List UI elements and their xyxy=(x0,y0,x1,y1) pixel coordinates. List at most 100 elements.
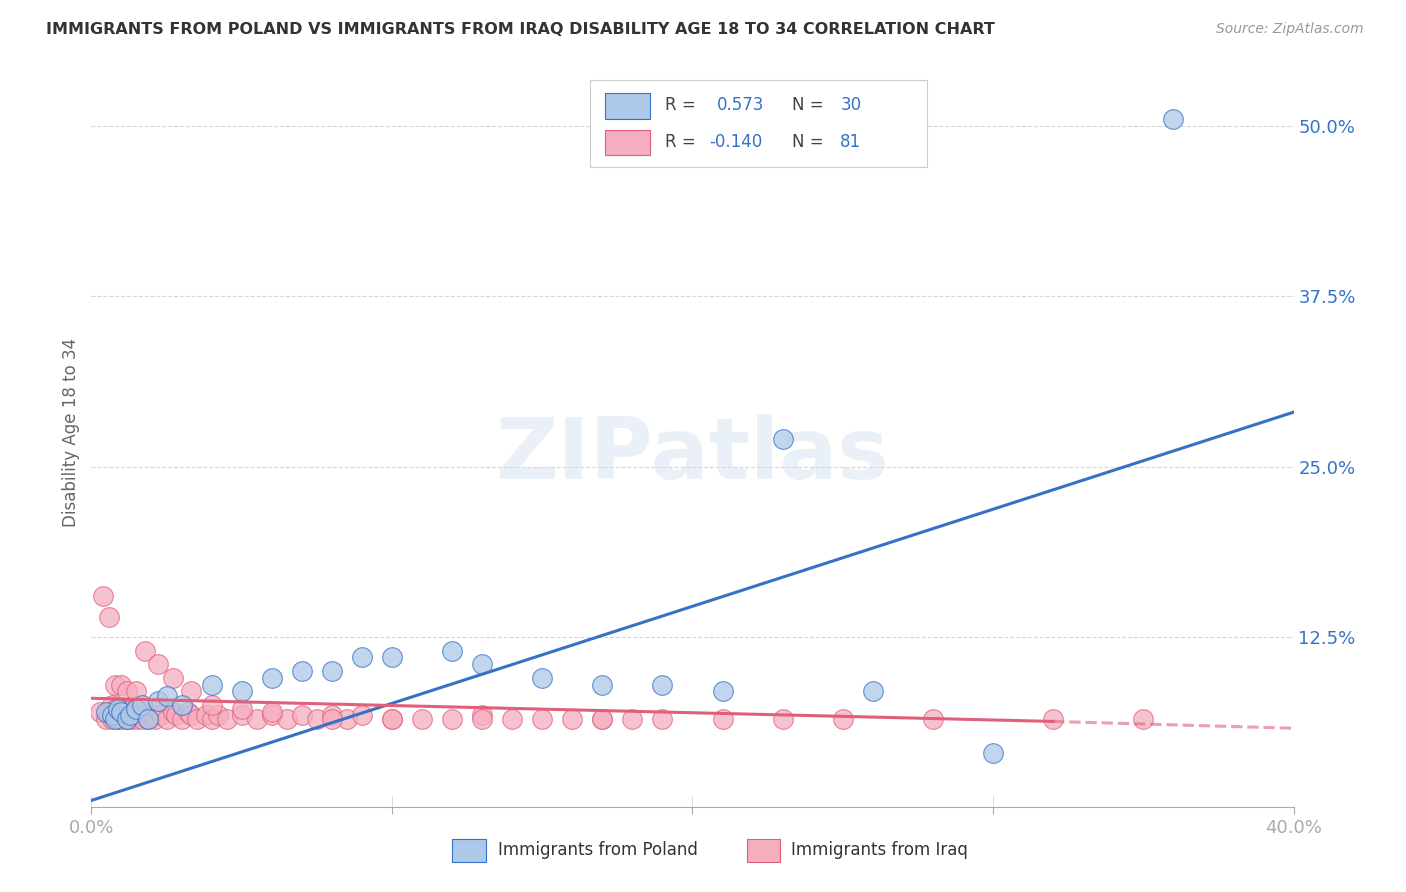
Point xyxy=(651,712,673,726)
Point xyxy=(134,705,156,719)
Point xyxy=(170,712,193,726)
Point xyxy=(165,707,187,722)
Point xyxy=(231,702,253,716)
Point xyxy=(321,712,343,726)
Point xyxy=(591,712,613,726)
Point xyxy=(276,712,298,726)
Point xyxy=(117,684,139,698)
Bar xyxy=(605,130,651,155)
Point xyxy=(411,712,433,726)
Point xyxy=(471,707,494,722)
Point xyxy=(1161,112,1184,127)
Point xyxy=(922,712,945,726)
Point xyxy=(107,712,129,726)
Point xyxy=(231,684,253,698)
Point xyxy=(201,698,224,712)
Text: R =: R = xyxy=(665,96,700,114)
Point xyxy=(93,589,115,603)
Point xyxy=(125,684,148,698)
Point xyxy=(471,712,494,726)
Text: IMMIGRANTS FROM POLAND VS IMMIGRANTS FROM IRAQ DISABILITY AGE 18 TO 34 CORRELATI: IMMIGRANTS FROM POLAND VS IMMIGRANTS FRO… xyxy=(46,22,995,37)
Point xyxy=(180,707,202,722)
Point xyxy=(305,712,328,726)
Point xyxy=(350,707,373,722)
Point xyxy=(772,712,794,726)
Point xyxy=(155,712,177,726)
Bar xyxy=(747,839,780,862)
Point xyxy=(138,712,160,726)
Point xyxy=(131,712,153,726)
Point xyxy=(101,712,124,726)
Point xyxy=(186,712,208,726)
Text: N =: N = xyxy=(792,133,830,151)
Text: N =: N = xyxy=(792,96,830,114)
Bar xyxy=(451,839,485,862)
Text: ZIPatlas: ZIPatlas xyxy=(495,414,890,497)
Point xyxy=(531,671,554,685)
Point xyxy=(117,705,139,719)
Point xyxy=(561,712,583,726)
Point xyxy=(201,678,224,692)
Point xyxy=(98,609,121,624)
Point xyxy=(146,702,169,716)
Point xyxy=(862,684,884,698)
Point xyxy=(110,678,132,692)
Point xyxy=(471,657,494,672)
Point xyxy=(125,712,148,726)
Point xyxy=(201,712,224,726)
Point xyxy=(381,650,404,665)
Point xyxy=(772,433,794,447)
Text: Source: ZipAtlas.com: Source: ZipAtlas.com xyxy=(1216,22,1364,37)
Point xyxy=(350,650,373,665)
Text: -0.140: -0.140 xyxy=(709,133,762,151)
Point xyxy=(1132,712,1154,726)
Text: Immigrants from Poland: Immigrants from Poland xyxy=(498,841,697,859)
Point xyxy=(651,678,673,692)
Point xyxy=(246,712,269,726)
Point xyxy=(162,671,184,685)
Point xyxy=(260,671,283,685)
Point xyxy=(110,712,132,726)
Point xyxy=(104,712,127,726)
Point xyxy=(146,657,169,672)
Point xyxy=(101,707,124,722)
Point xyxy=(107,705,129,719)
Point xyxy=(591,712,613,726)
Point xyxy=(231,707,253,722)
Point xyxy=(1042,712,1064,726)
Point xyxy=(321,707,343,722)
Point xyxy=(125,702,148,716)
Point xyxy=(260,707,283,722)
Point xyxy=(114,707,136,722)
Point xyxy=(120,707,142,722)
Y-axis label: Disability Age 18 to 34: Disability Age 18 to 34 xyxy=(62,338,80,527)
Point xyxy=(501,712,523,726)
Point xyxy=(117,712,139,726)
Point xyxy=(125,702,148,716)
Point xyxy=(180,684,202,698)
Point xyxy=(149,707,172,722)
Point xyxy=(143,712,166,726)
Point xyxy=(146,694,169,708)
Bar xyxy=(605,93,651,119)
Point xyxy=(321,664,343,678)
Text: 30: 30 xyxy=(841,96,862,114)
Point xyxy=(128,707,150,722)
Text: R =: R = xyxy=(665,133,700,151)
Point xyxy=(120,702,142,716)
Point xyxy=(155,689,177,703)
Point xyxy=(176,705,198,719)
Point xyxy=(101,698,124,712)
Point xyxy=(117,712,139,726)
Text: 0.573: 0.573 xyxy=(717,96,763,114)
Point xyxy=(531,712,554,726)
Point xyxy=(440,643,463,657)
Point xyxy=(107,702,129,716)
Point xyxy=(96,712,118,726)
Point xyxy=(110,705,132,719)
Point xyxy=(981,746,1004,760)
Point xyxy=(291,664,314,678)
Text: Immigrants from Iraq: Immigrants from Iraq xyxy=(792,841,967,859)
Point xyxy=(89,705,111,719)
Point xyxy=(336,712,359,726)
